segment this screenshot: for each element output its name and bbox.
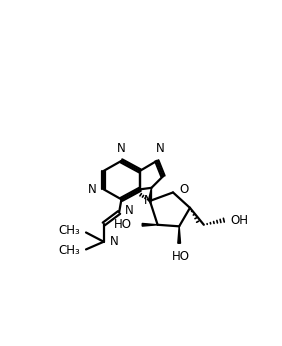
Polygon shape bbox=[178, 226, 180, 243]
Text: N: N bbox=[156, 142, 164, 155]
Text: N: N bbox=[144, 194, 153, 207]
Text: OH: OH bbox=[231, 214, 249, 227]
Polygon shape bbox=[148, 188, 151, 201]
Text: N: N bbox=[110, 235, 119, 248]
Text: N: N bbox=[88, 183, 97, 196]
Text: CH₃: CH₃ bbox=[58, 225, 80, 237]
Text: O: O bbox=[179, 183, 188, 196]
Polygon shape bbox=[142, 224, 158, 226]
Text: HO: HO bbox=[113, 218, 131, 231]
Text: CH₃: CH₃ bbox=[58, 245, 80, 257]
Text: N: N bbox=[125, 204, 134, 217]
Text: N: N bbox=[117, 142, 126, 155]
Text: HO: HO bbox=[172, 250, 190, 263]
